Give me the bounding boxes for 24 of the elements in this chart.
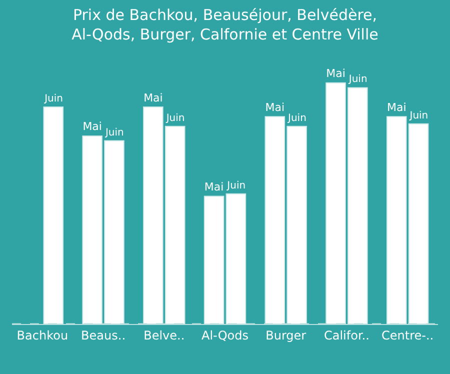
bar [43,106,64,324]
x-tick-label: Al-Qods [202,328,248,342]
x-tick-label: Bachkou [16,328,68,342]
text: Juin [44,94,63,105]
series-label: Juin [104,127,124,138]
text: Mai [326,67,346,80]
text: Mai [144,91,163,104]
x-tick-label: Centre-.. [382,328,434,342]
text: Juin [288,112,306,124]
x-tick-label: Beaus.. [81,328,126,342]
text: Juin [227,180,246,192]
text: Juin [166,112,185,124]
x-tick-label: Burger [266,328,306,342]
text: Mai [265,100,285,114]
bar [226,193,246,324]
text: Juin [348,74,368,86]
text: Mai [386,100,406,114]
text: Juin [410,110,428,122]
bar [204,196,224,324]
chart-title: Prix de Bachkou, Beauséjour, Belvédère, Al-Qods, Burger, Calfornie et Centre Ville [72,6,378,44]
x-tick-label: Belve.. [144,328,185,342]
text: Mai [204,180,224,194]
x-tick-label: Califor.. [324,328,370,342]
series-label: Mai [82,120,102,134]
